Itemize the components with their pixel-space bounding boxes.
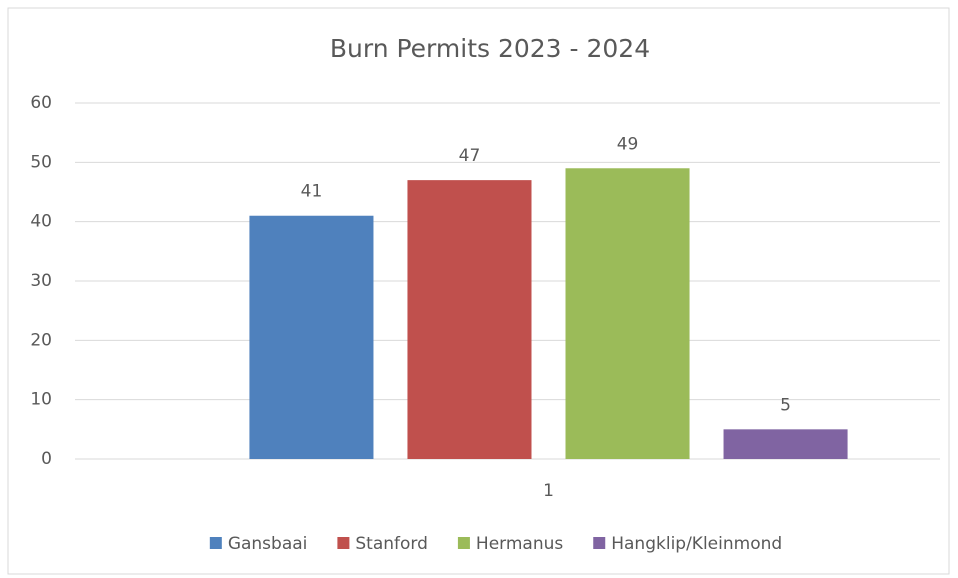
- y-tick-label: 40: [30, 212, 52, 232]
- y-tick-label: 30: [30, 271, 52, 291]
- legend-swatch: [593, 537, 606, 549]
- chart-title: Burn Permits 2023 - 2024: [330, 34, 650, 63]
- legend-swatch: [337, 537, 350, 549]
- bar: [407, 180, 532, 459]
- bar: [565, 168, 690, 459]
- data-label: 5: [780, 395, 791, 415]
- x-tick-label: 1: [543, 481, 554, 501]
- bar: [723, 429, 848, 459]
- y-tick-label: 10: [30, 390, 52, 410]
- legend-label: Gansbaai: [228, 534, 308, 554]
- data-label: 47: [459, 146, 481, 166]
- y-tick-label: 60: [30, 93, 52, 113]
- y-tick-label: 0: [41, 449, 52, 469]
- legend-swatch: [457, 537, 470, 549]
- data-label: 49: [617, 134, 639, 154]
- y-tick-label: 20: [30, 330, 52, 350]
- legend-label: Hermanus: [476, 534, 563, 554]
- legend-label: Hangklip/Kleinmond: [611, 534, 782, 554]
- legend-swatch: [209, 537, 222, 549]
- y-tick-label: 50: [30, 152, 52, 172]
- data-label: 41: [301, 182, 323, 202]
- bar: [249, 215, 374, 459]
- legend-label: Stanford: [355, 534, 428, 554]
